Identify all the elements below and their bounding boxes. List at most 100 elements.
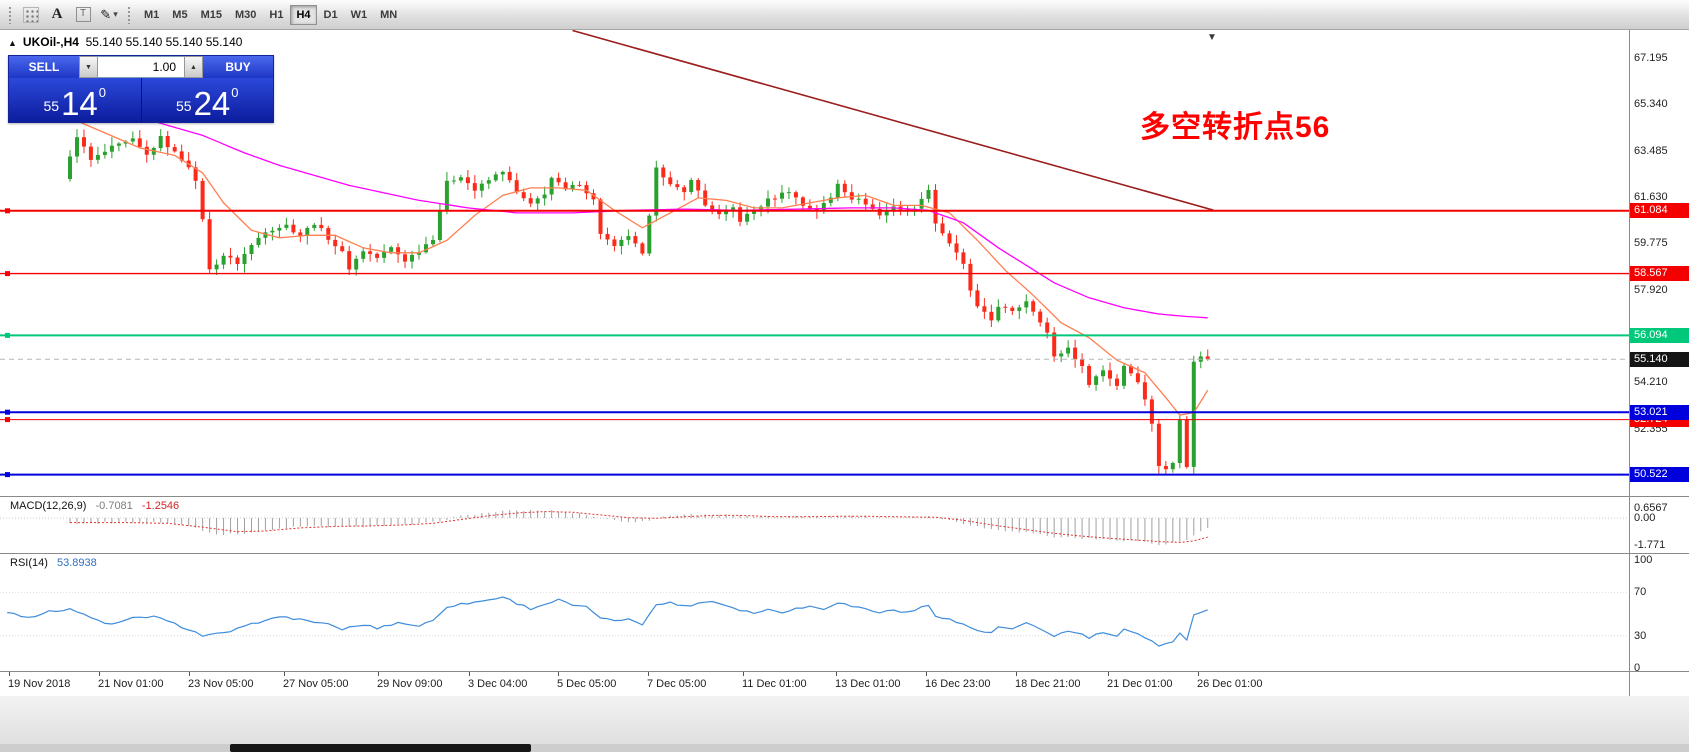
draw-tool-button[interactable]: ✎ ▾	[97, 3, 121, 27]
horizontal-scrollbar-thumb[interactable]	[230, 744, 531, 752]
time-tick	[189, 672, 190, 676]
time-axis-label: 13 Dec 01:00	[835, 678, 901, 690]
time-axis[interactable]: 19 Nov 2018 21 Nov 01:00 23 Nov 05:00 27 No…	[0, 672, 1629, 696]
chevron-down-icon: ▾	[113, 9, 118, 19]
price-line-badge: 61.084	[1630, 203, 1689, 219]
price-line-badge: 50.522	[1630, 467, 1689, 483]
timeframe-button-m1[interactable]: M1	[144, 8, 160, 21]
macd-level-label: -1.771	[1634, 539, 1666, 551]
rsi-level-label: 30	[1634, 629, 1647, 642]
pattern-grid-tool-button[interactable]	[19, 3, 43, 27]
horizontal-scrollbar[interactable]	[0, 744, 1689, 752]
time-axis-label: 7 Dec 05:00	[647, 678, 707, 690]
timeframe-button-m5[interactable]: M5	[172, 8, 188, 21]
timeframe-button-m30[interactable]: M30	[234, 8, 257, 21]
macd-label: MACD(12,26,9) -0.7081 -1.2546	[10, 500, 179, 512]
time-axis-label: 18 Dec 21:00	[1015, 678, 1081, 690]
time-axis-label: 27 Nov 05:00	[283, 678, 349, 690]
timeframe-button-d1[interactable]: D1	[323, 8, 338, 21]
time-axis-label: 16 Dec 23:00	[925, 678, 991, 690]
time-tick	[743, 672, 744, 676]
time-axis-label: 19 Nov 2018	[8, 678, 71, 690]
time-tick	[1016, 672, 1017, 676]
macd-main-value: -0.7081	[95, 500, 133, 512]
price-line-badge: 56.094	[1630, 327, 1689, 343]
rsi-label: RSI(14) 53.8938	[10, 557, 97, 569]
sell-button[interactable]: SELL	[9, 56, 79, 78]
time-tick	[648, 672, 649, 676]
chinese-annotation-text: 多空转折点56	[1140, 111, 1331, 144]
window-footer	[0, 696, 1689, 752]
timeframe-button-h1[interactable]: H1	[269, 8, 284, 21]
macd-name: MACD(12,26,9)	[10, 500, 87, 512]
one-click-trading-panel: SELL ▼ 1.00 ▲ BUY 55 14 0 55	[8, 55, 274, 123]
sell-price-big-digits: 14	[61, 84, 98, 122]
price-candles-svg	[0, 30, 1629, 478]
volume-increase-button[interactable]: ▲	[184, 56, 203, 78]
macd-level-label: 0.00	[1634, 512, 1656, 524]
rsi-axis[interactable]: 100 70 30 0	[1630, 554, 1689, 674]
rsi-level-label: 100	[1634, 554, 1653, 566]
price-tick-label: 65.340	[1634, 98, 1668, 111]
price-line-badge: 58.567	[1630, 266, 1689, 282]
macd-axis[interactable]: 0.6567 0.00 -1.771	[1630, 497, 1689, 554]
time-axis-label: 26 Dec 01:00	[1197, 678, 1263, 690]
time-axis-label: 21 Dec 01:00	[1107, 678, 1173, 690]
volume-input[interactable]: 1.00	[98, 56, 184, 78]
trade-panel-toggle[interactable]: ▲	[8, 38, 17, 48]
value-axis-column[interactable]: 67.195 65.340 63.485 61.630 59.775 57.920 54.2…	[1629, 30, 1689, 696]
text-label-icon: T	[75, 7, 91, 22]
time-axis-label: 3 Dec 04:00	[468, 678, 528, 690]
rsi-level-label: 0	[1634, 662, 1641, 674]
ohlc-values: 55.140 55.140 55.140 55.140	[85, 35, 243, 49]
toolbar: A T ✎ ▾ M1 M5 M15 M30 H1 H4 D1 W1 MN	[0, 0, 1689, 30]
buy-price-prefix: 55	[175, 98, 192, 114]
time-axis-label: 5 Dec 05:00	[557, 678, 617, 690]
timeframe-button-m15[interactable]: M15	[200, 8, 222, 21]
macd-panel[interactable]: MACD(12,26,9) -0.7081 -1.2546	[0, 497, 1629, 554]
sell-price-prefix: 55	[43, 98, 60, 114]
chart-title: ▲ UKOil-,H4 55.140 55.140 55.140 55.140	[8, 35, 242, 49]
time-tick	[9, 672, 10, 676]
buy-button[interactable]: BUY	[203, 56, 273, 78]
price-tick-label: 67.195	[1634, 52, 1668, 65]
price-axis[interactable]: 67.195 65.340 63.485 61.630 59.775 57.920 54.2…	[1630, 30, 1689, 497]
sell-price-pip: 0	[98, 85, 107, 100]
time-tick	[836, 672, 837, 676]
time-tick	[926, 672, 927, 676]
rsi-panel[interactable]: RSI(14) 53.8938	[0, 554, 1629, 672]
time-tick	[469, 672, 470, 676]
sell-price-display[interactable]: 55 14 0	[9, 78, 141, 122]
pattern-grid-icon	[23, 6, 39, 23]
chart-shift-marker[interactable]: ▼	[1207, 32, 1217, 43]
rsi-value: 53.8938	[56, 557, 97, 569]
price-tick-label: 63.485	[1634, 144, 1668, 157]
timeframe-button-mn[interactable]: MN	[380, 8, 398, 21]
volume-decrease-button[interactable]: ▼	[79, 56, 98, 78]
timeframe-toolbar-grip[interactable]	[127, 5, 132, 24]
timeframe-button-h4[interactable]: H4	[290, 4, 317, 25]
timeframe-button-w1[interactable]: W1	[350, 8, 368, 21]
time-axis-label: 23 Nov 05:00	[188, 678, 254, 690]
buy-price-big-digits: 24	[193, 84, 231, 122]
price-chart-panel[interactable]: ▲ UKOil-,H4 55.140 55.140 55.140 55.140 ▼…	[0, 30, 1629, 497]
toolbar-grip[interactable]	[8, 5, 13, 24]
time-axis-label: 29 Nov 09:00	[377, 678, 443, 690]
time-tick	[558, 672, 559, 676]
time-tick	[1108, 672, 1109, 676]
macd-level-label: 0.6567	[1634, 501, 1668, 514]
time-tick	[1198, 672, 1199, 676]
price-tick-label: 59.775	[1634, 237, 1668, 250]
text-tool-button[interactable]: A	[51, 6, 63, 22]
macd-svg	[0, 509, 1629, 546]
rsi-svg	[0, 591, 1629, 647]
pencil-icon: ✎	[100, 6, 112, 22]
rsi-name: RSI(14)	[10, 557, 48, 569]
time-tick	[99, 672, 100, 676]
rsi-level-label: 70	[1634, 586, 1647, 599]
time-axis-label: 21 Nov 01:00	[98, 678, 164, 690]
text-label-tool-button[interactable]: T	[71, 3, 95, 27]
macd-signal-value: -1.2546	[141, 500, 180, 512]
buy-price-display[interactable]: 55 24 0	[140, 78, 274, 122]
